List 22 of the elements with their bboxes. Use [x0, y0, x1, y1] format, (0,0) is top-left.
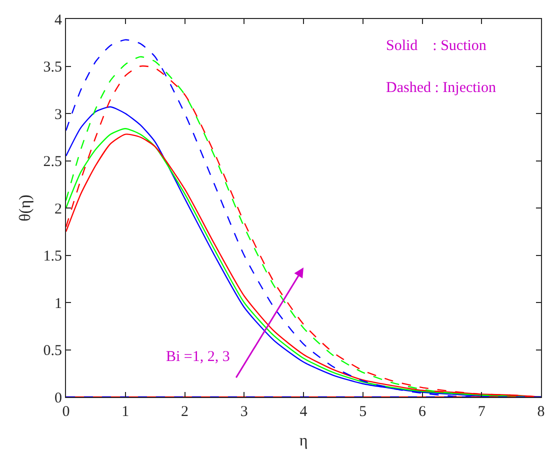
- annotation: Bi =1, 2, 3: [166, 349, 230, 365]
- y-tick-label: 1.5: [43, 248, 62, 264]
- y-tick-label: 0.5: [43, 343, 62, 359]
- x-tick-label: 7: [478, 404, 486, 420]
- x-tick-label: 4: [300, 404, 308, 420]
- y-tick-label: 1: [54, 296, 62, 312]
- y-tick-label: 2.5: [43, 154, 62, 170]
- annotation: Dashed : Injection: [386, 80, 496, 96]
- y-tick-label: 3.5: [43, 60, 62, 76]
- x-tick-label: 6: [418, 404, 426, 420]
- y-tick-label: 0: [54, 390, 62, 406]
- y-axis-title: θ(η): [17, 194, 34, 222]
- y-tick-label: 3: [54, 106, 62, 123]
- x-tick-label: 1: [122, 404, 130, 420]
- x-tick-label: 3: [240, 404, 248, 420]
- x-tick-label: 5: [359, 404, 367, 420]
- x-tick-label: 2: [181, 404, 188, 420]
- y-tick-label: 4: [54, 12, 62, 28]
- y-tick-label: 2: [54, 201, 62, 218]
- x-tick-label: 8: [537, 404, 545, 420]
- x-axis-title: η: [299, 432, 308, 450]
- annotation: Solid : Suction: [386, 38, 487, 54]
